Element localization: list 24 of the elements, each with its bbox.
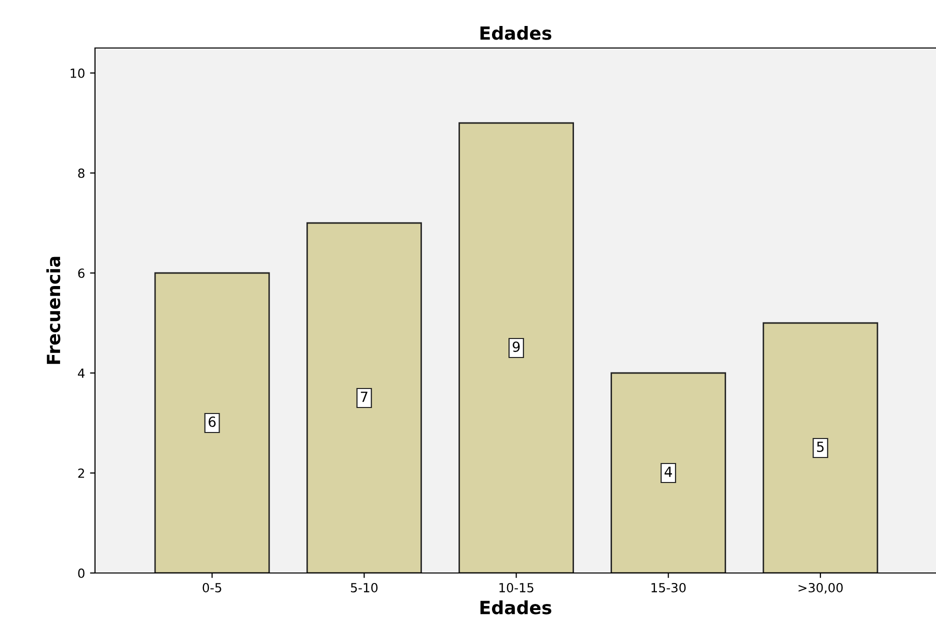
bar (154, 272, 270, 573)
x-axis-title: Edades (480, 600, 552, 614)
y-tick-label: 0 (78, 568, 84, 578)
x-tick-label: 10-15 (499, 582, 534, 592)
y-axis-title: Frecuencia (46, 256, 60, 364)
y-tick-label: 2 (78, 468, 84, 478)
bar (458, 122, 574, 573)
data-label: 4 (664, 466, 672, 477)
y-tick-label: 6 (78, 268, 84, 278)
data-label: 5 (817, 442, 824, 452)
data-label: 6 (208, 416, 216, 428)
chart-title: Edades (480, 26, 552, 40)
y-tick-label: 10 (70, 68, 84, 78)
bar (610, 372, 726, 573)
x-tick-label: 5-10 (350, 582, 378, 592)
y-tick-label: 4 (78, 368, 85, 378)
x-tick-label: 0-5 (202, 582, 222, 592)
bar (306, 222, 422, 573)
x-tick-label: 15-30 (652, 582, 686, 592)
data-label: 9 (512, 342, 520, 352)
y-tick-label: 8 (78, 168, 84, 178)
x-tick-label: >30,00 (798, 582, 843, 594)
data-label: 7 (360, 392, 368, 402)
bar (762, 322, 878, 573)
